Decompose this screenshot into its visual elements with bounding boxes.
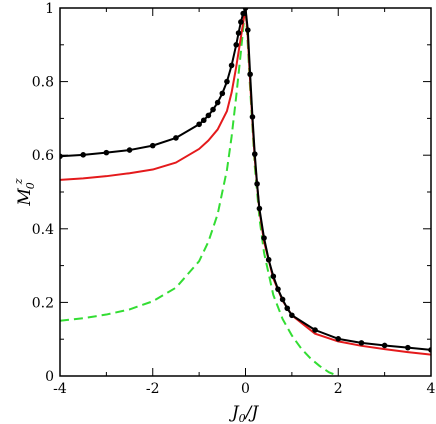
series-point xyxy=(196,121,202,128)
series-point xyxy=(210,106,216,113)
series-point xyxy=(173,135,179,141)
x-tick-label: 0 xyxy=(241,381,250,397)
y-axis-label-sup: z xyxy=(12,178,25,185)
series-point xyxy=(254,181,260,187)
series-point xyxy=(205,112,212,119)
series-point xyxy=(80,152,86,158)
series-point xyxy=(228,62,235,69)
series-point xyxy=(214,99,221,106)
series-point xyxy=(245,27,251,33)
series-point xyxy=(335,336,342,342)
series-point xyxy=(224,78,230,85)
series-point xyxy=(249,114,256,120)
series-point xyxy=(240,10,246,17)
x-tick-label: -2 xyxy=(146,381,160,397)
series-line-0 xyxy=(60,8,431,351)
y-tick-label: 0.6 xyxy=(32,148,54,164)
series-point xyxy=(270,273,277,280)
series-point xyxy=(219,90,226,97)
series-point xyxy=(261,235,267,241)
tick-layer: -4 -2 0 2 4 0 0.2 0.4 0.6 0.8 1 xyxy=(32,1,436,397)
series-point xyxy=(312,327,318,333)
series-point xyxy=(265,256,272,263)
series-point xyxy=(405,344,411,351)
series-point xyxy=(149,142,156,149)
y-tick-label: 0.4 xyxy=(32,222,54,238)
x-tick-label: 4 xyxy=(427,381,436,397)
series-point xyxy=(381,342,388,349)
series-point xyxy=(256,205,263,212)
plot-frame xyxy=(59,7,432,377)
series-point xyxy=(279,296,286,303)
x-tick-label: 2 xyxy=(334,381,343,397)
y-tick-label: 1 xyxy=(45,1,54,17)
x-axis-label: J0/J xyxy=(229,403,260,424)
series-point xyxy=(289,312,295,319)
y-tick-label: 0.8 xyxy=(32,75,54,91)
x-axis-label-rest: /J xyxy=(244,403,260,423)
y-axis-label-main: M xyxy=(15,188,35,207)
series-layer xyxy=(60,8,431,376)
x-axis-label-sub: 0 xyxy=(239,412,246,424)
x-tick-label: -4 xyxy=(53,381,67,397)
series-point xyxy=(284,305,291,312)
series-line-1 xyxy=(60,8,431,356)
series-point xyxy=(103,149,110,156)
series-line-2 xyxy=(60,8,339,376)
y-tick-label: 0 xyxy=(45,369,54,385)
x-axis-label-main: J xyxy=(229,403,240,423)
y-tick-label: 0.2 xyxy=(32,295,54,311)
series-point xyxy=(358,340,365,346)
series-point xyxy=(247,71,253,78)
series-point xyxy=(251,151,258,157)
y-axis-label-sub: 0 xyxy=(24,182,37,189)
series-point xyxy=(275,286,281,292)
series-point xyxy=(238,19,244,25)
series-point xyxy=(200,117,207,124)
series-point xyxy=(233,42,240,48)
series-point xyxy=(126,147,133,153)
series-point xyxy=(235,30,242,36)
y-axis-label: M0z xyxy=(12,178,37,206)
